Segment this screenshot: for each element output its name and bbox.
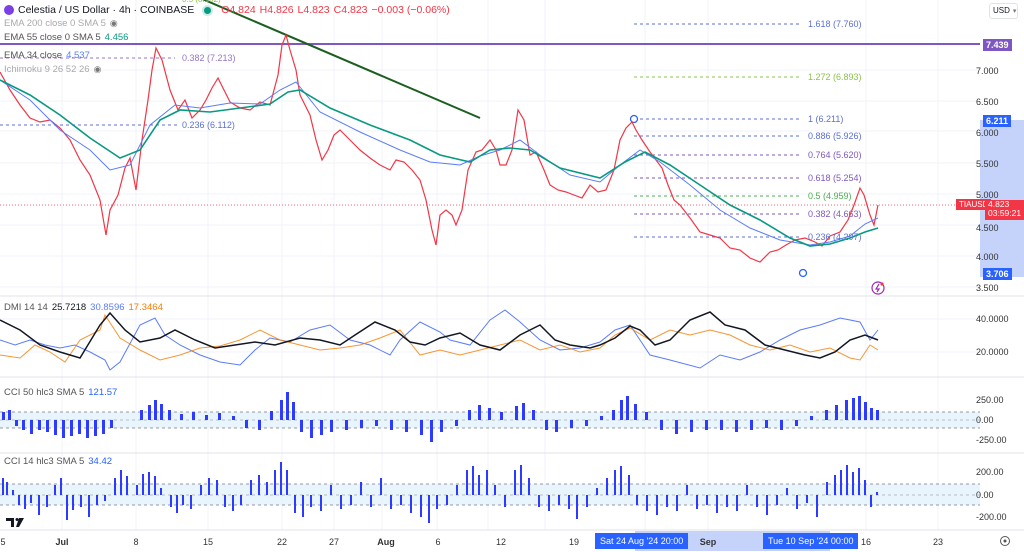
eye-hidden-icon[interactable]: ◉ [93,64,102,74]
legend-ichimoku[interactable]: Ichimoku 9 26 52 26 ◉ [4,64,102,75]
last-price-tag: 4.823 03:59:21 [985,200,1024,220]
price-tick: 3.500 [976,283,999,293]
plus-di-line [0,309,879,371]
range-start-time-tag: Sat 24 Aug '24 20:00 [595,533,689,549]
legend-ema34[interactable]: EMA 34 close 4.537 [4,50,90,61]
cci50-tick: 250.00 [976,395,1004,405]
time-tick: 27 [328,537,340,547]
fib-left-0236: 0.236 (6.112) [182,120,235,130]
adx-line [0,311,879,359]
settings-gear-icon[interactable] [1000,536,1010,546]
fib-1618: 1.618 (7.760) [808,19,862,29]
plus-di-value: 30.8596 [90,302,125,313]
price-tick: 7.000 [976,66,999,76]
symbol-price-tag: TIAUSD [956,199,992,210]
price-tick: 4.000 [976,252,999,262]
ohlc-high: H4.826 [259,4,294,16]
time-tick: 6 [435,537,441,547]
minus-di-value: 17.3464 [128,302,163,313]
adx-value: 25.7218 [51,302,87,313]
fib-0382: 0.382 (4.663) [808,209,862,219]
ohlc-open: O4.824 [221,4,256,16]
minus-di-line [0,313,879,363]
time-tick: 16 [860,537,872,547]
fib-anchor-low[interactable] [798,268,808,278]
time-tick: 12 [495,537,507,547]
time-tick: Jul [55,537,69,547]
price-tick: 4.500 [976,223,999,233]
fib-05: 0.5 (4.959) [808,191,852,201]
dmi-tick: 20.0000 [976,347,1009,357]
tradingview-logo[interactable] [6,518,24,527]
price-tick: 5.000 [976,190,999,200]
fib-anchor-high[interactable] [629,114,639,124]
price-tick: 5.500 [976,159,999,169]
fib-0886: 0.886 (5.926) [808,131,862,141]
fib-0764: 0.764 (5.620) [808,150,862,160]
price-range-highlight [980,120,1024,277]
cci50-tick: 0.00 [976,415,994,425]
time-tick: 5 [0,537,6,547]
market-status-dot-icon [204,6,212,14]
time-tick: Aug [377,537,395,547]
fib-1: 1 (6.211) [808,114,844,124]
range-end-time-tag: Tue 10 Sep '24 00:00 [763,533,859,549]
cci50-tick: -250.00 [976,435,1007,445]
last-price: 4.823 [988,199,1010,209]
ohlc-low: L4.823 [297,4,330,16]
fib-0236: 0.236 (4.297) [808,232,862,242]
trendline[interactable] [200,0,481,119]
symbol-title[interactable]: Celestia / US Dollar · 4h · COINBASE [18,4,195,16]
horizontal-line-price-tag: 7.439 [983,39,1012,51]
symbol-header: Celestia / US Dollar · 4h · COINBASE O4.… [4,4,450,16]
legend-ema55[interactable]: EMA 55 close 0 SMA 5 4.456 [4,32,129,43]
legend-ema200[interactable]: EMA 200 close 0 SMA 5 ◉ [4,18,118,29]
ema55-value: 4.456 [104,32,129,43]
cci14-histogram [2,462,878,523]
ema34-value: 4.537 [66,50,90,61]
cci50-histogram [2,392,879,442]
price-tick: 6.500 [976,97,999,107]
eye-hidden-icon[interactable]: ◉ [109,18,118,28]
time-tick: Sep [699,537,717,547]
time-tick: 23 [932,537,944,547]
bar-countdown: 03:59:21 [988,208,1022,218]
currency-dropdown[interactable]: USD ▾ [989,3,1018,19]
time-tick: 15 [202,537,214,547]
ohlc-change: −0.003 (−0.06%) [371,4,450,16]
fib-1272: 1.272 (6.893) [808,72,862,82]
ema55-line [0,79,879,247]
low-price-tag: 3.706 [983,268,1012,280]
fib-top-partial: 0.5 (8.102) [182,0,221,4]
cci14-tick: 200.00 [976,467,1004,477]
cci50-value: 121.57 [88,387,118,398]
dmi-tick: 40.0000 [976,314,1009,324]
price-tick: 6.000 [976,128,999,138]
symbol-logo-icon[interactable] [4,5,14,15]
high-price-tag: 6.211 [983,115,1012,127]
time-tick: 22 [276,537,288,547]
legend-dmi[interactable]: DMI 14 14 25.7218 30.8596 17.3464 [4,302,163,313]
cci14-tick: -200.00 [976,512,1007,522]
legend-cci50[interactable]: CCI 50 hlc3 SMA 5 121.57 [4,387,118,398]
time-tick: 8 [133,537,139,547]
legend-cci14[interactable]: CCI 14 hlc3 SMA 5 34.42 [4,456,113,467]
chevron-down-icon: ▾ [1012,8,1017,15]
ema34-line [0,79,879,246]
cci14-value: 34.42 [88,456,113,467]
fib-0618: 0.618 (5.254) [808,173,862,183]
lightning-alert-icon[interactable] [871,281,885,295]
price-series [0,33,879,263]
fib-left-0382: 0.382 (7.213) [182,53,236,63]
time-tick: 19 [568,537,580,547]
cci14-tick: 0.00 [976,490,994,500]
ohlc-close: C4.823 [333,4,368,16]
